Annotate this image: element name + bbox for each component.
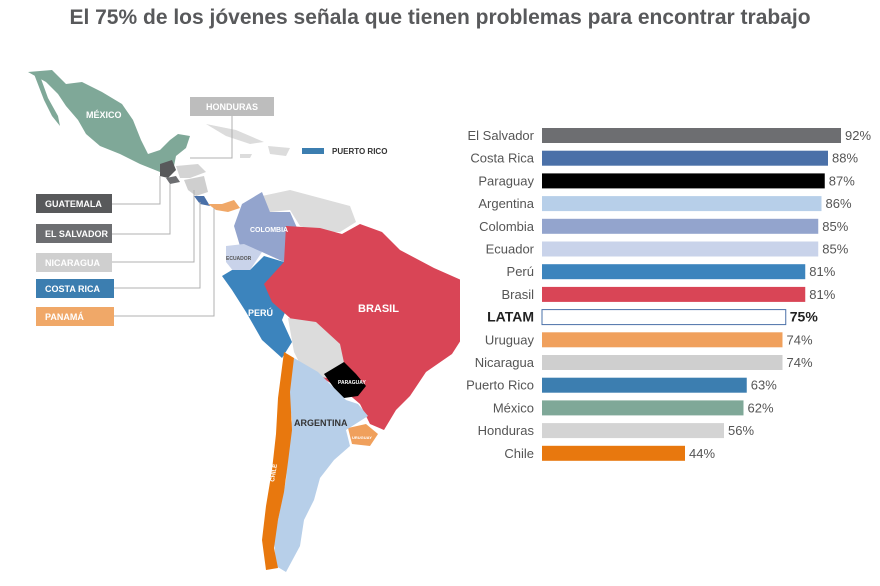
category-label-puerto-rico: Puerto Rico <box>466 378 534 393</box>
region-guatemala <box>160 160 176 178</box>
label-panama: PANAMÁ <box>45 312 84 322</box>
region-mexico <box>28 70 190 172</box>
category-label-honduras: Honduras <box>478 423 535 438</box>
value-label-puerto-rico: 63% <box>751 378 777 393</box>
bar-nicaragua <box>542 355 783 370</box>
bar-chile <box>542 445 685 461</box>
category-label-latam: LATAM <box>487 309 534 325</box>
value-label-colombia: 85% <box>822 219 848 234</box>
latin-america-map: HONDURAS GUATEMALA EL SALVADOR NICARAGUA… <box>28 70 460 572</box>
category-label-ecuador: Ecuador <box>486 242 535 257</box>
region-venezuela <box>262 190 356 232</box>
value-label-argentina: 86% <box>826 196 852 211</box>
value-label-el-salvador: 92% <box>845 128 871 143</box>
bar-mexico <box>542 400 744 416</box>
label-guatemala: GUATEMALA <box>45 199 102 209</box>
category-label-nicaragua: Nicaragua <box>475 355 535 370</box>
value-label-chile: 44% <box>689 446 715 461</box>
chart-title: El 75% de los jóvenes señala que tienen … <box>69 6 811 29</box>
value-label-latam: 75% <box>790 309 819 325</box>
label-paraguay: PARAGUAY <box>338 380 366 386</box>
region-uruguay <box>348 424 378 446</box>
region-el-salvador <box>166 176 180 184</box>
label-brasil: BRASIL <box>358 303 399 315</box>
region-costa-rica <box>194 196 210 206</box>
label-peru: PERÚ <box>248 307 273 318</box>
bar-uruguay <box>542 332 783 348</box>
region-baja-california <box>34 74 60 126</box>
label-box-costa-rica <box>36 279 114 298</box>
label-box-honduras <box>190 97 274 116</box>
label-argentina: ARGENTINA <box>294 418 348 428</box>
value-label-paraguay: 87% <box>829 173 855 188</box>
region-puerto-rico <box>302 148 324 154</box>
leader-nicaragua <box>112 190 195 263</box>
bar-el-salvador <box>542 128 841 143</box>
leader-lines <box>112 116 233 317</box>
label-puerto-rico: PUERTO RICO <box>332 147 387 156</box>
label-costa-rica: COSTA RICA <box>45 284 100 294</box>
value-label-peru: 81% <box>809 264 835 279</box>
value-label-honduras: 56% <box>728 423 754 438</box>
value-label-costa-rica: 88% <box>832 151 858 166</box>
category-label-argentina: Argentina <box>478 196 534 211</box>
region-ecuador <box>226 244 262 272</box>
label-nicaragua: NICARAGUA <box>45 258 100 268</box>
region-honduras <box>176 164 206 178</box>
category-label-peru: Perú <box>507 264 534 279</box>
bar-puerto-rico <box>542 377 747 393</box>
category-label-costa-rica: Costa Rica <box>470 151 534 166</box>
label-box-nicaragua <box>36 253 112 272</box>
label-box-guatemala <box>36 194 112 213</box>
bar-paraguay <box>542 173 825 189</box>
region-brasil <box>264 224 460 430</box>
leader-honduras <box>190 116 233 159</box>
leader-costa-rica <box>114 202 201 289</box>
category-label-colombia: Colombia <box>479 219 535 234</box>
bar-latam <box>541 309 787 326</box>
label-mexico: MÉXICO <box>86 110 122 120</box>
region-paraguay <box>324 362 366 398</box>
category-label-uruguay: Uruguay <box>485 332 535 347</box>
value-label-nicaragua: 74% <box>787 355 813 370</box>
region-hispaniola <box>268 146 290 156</box>
region-cuba <box>206 124 264 144</box>
bar-peru <box>542 264 806 280</box>
bar-costa-rica <box>542 150 828 166</box>
label-el-salvador: EL SALVADOR <box>45 229 109 239</box>
bar-brasil <box>542 286 806 302</box>
region-argentina <box>274 358 368 572</box>
label-colombia: COLOMBIA <box>250 227 288 234</box>
bar-colombia <box>542 218 819 234</box>
value-label-uruguay: 74% <box>787 332 813 347</box>
label-chile: CHILE <box>270 464 279 483</box>
category-label-mexico: México <box>493 400 534 415</box>
label-box-panama <box>36 307 114 326</box>
region-chile <box>262 352 294 570</box>
region-panama <box>208 200 240 212</box>
leader-guatemala <box>112 176 161 205</box>
category-label-el-salvador: El Salvador <box>468 128 535 143</box>
label-box-el-salvador <box>36 224 112 243</box>
value-label-ecuador: 85% <box>822 242 848 257</box>
region-jamaica <box>240 154 252 158</box>
value-label-brasil: 81% <box>809 287 835 302</box>
leader-panama <box>114 208 215 317</box>
value-label-mexico: 62% <box>748 400 774 415</box>
label-uruguay: URUGUAY <box>352 435 372 440</box>
category-label-brasil: Brasil <box>501 287 534 302</box>
category-label-paraguay: Paraguay <box>478 173 534 188</box>
region-colombia <box>234 192 298 262</box>
region-nicaragua <box>184 176 208 196</box>
leader-el-salvador <box>112 184 171 235</box>
bar-honduras <box>542 423 724 439</box>
label-ecuador: ECUADOR <box>226 256 252 262</box>
bar-argentina <box>542 196 822 212</box>
category-label-chile: Chile <box>504 446 534 461</box>
bar-ecuador <box>542 241 819 257</box>
label-honduras: HONDURAS <box>206 102 258 112</box>
